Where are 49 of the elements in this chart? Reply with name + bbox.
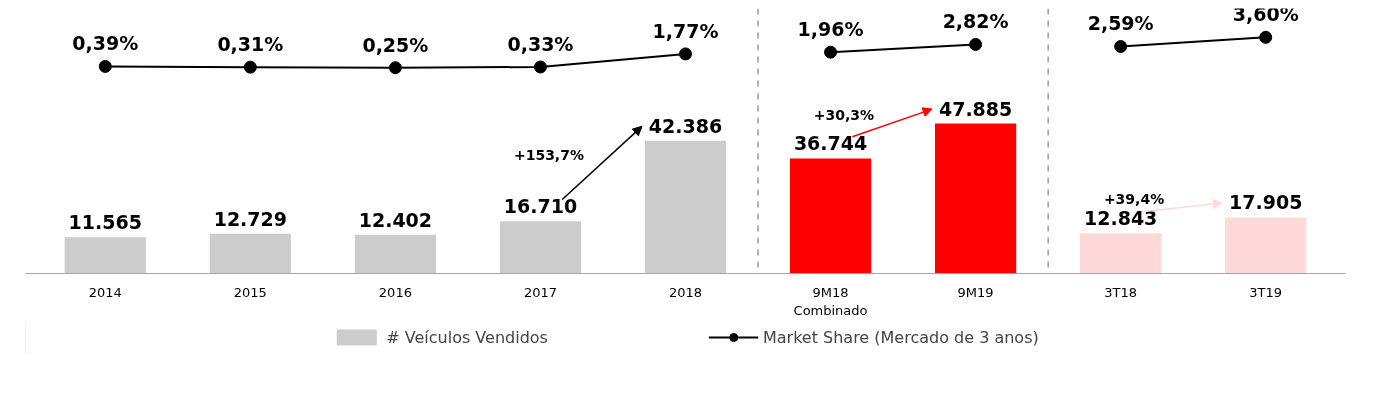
point — [98, 59, 112, 73]
x-tick-label: 9M19 — [957, 284, 994, 300]
point — [824, 45, 838, 59]
x-tick-label: 3T19 — [1249, 284, 1283, 300]
point — [533, 60, 547, 74]
data-label: 0,25% — [362, 33, 429, 56]
data-label: 16.710 — [503, 195, 578, 218]
point — [1259, 30, 1273, 44]
annotation: +153,7% — [513, 146, 584, 163]
data-label: 2,82% — [942, 10, 1009, 33]
bar — [499, 221, 582, 274]
bar — [934, 123, 1017, 274]
x-tick-label: 2014 — [88, 284, 122, 300]
data-label: 12.402 — [358, 208, 433, 231]
x-tick-label: 2018 — [668, 284, 703, 300]
x-tick-label: 3T18 — [1104, 284, 1138, 300]
bar — [354, 234, 437, 274]
data-label: 17.905 — [1229, 191, 1303, 214]
point — [1114, 40, 1128, 53]
data-label: 0,33% — [507, 32, 574, 55]
x-tick-label: 2015 — [233, 284, 267, 300]
point — [679, 47, 692, 61]
text: +30,3% — [813, 106, 875, 123]
bar — [789, 158, 872, 274]
data-label: 2,59% — [1087, 12, 1154, 35]
data-label: 11.565 — [68, 211, 142, 234]
bar — [64, 237, 146, 274]
data-label: 12.729 — [213, 207, 287, 230]
legend-label: Market Share (Mercado de 3 anos) — [762, 327, 1039, 347]
bar — [644, 140, 727, 274]
point — [969, 37, 983, 51]
data-label: 12.843 — [1084, 207, 1158, 230]
x-tick-label: 2017 — [523, 284, 557, 300]
point — [243, 60, 257, 74]
data-label: 42.386 — [648, 114, 723, 137]
data-label: 1,96% — [797, 18, 864, 41]
legend-label: # Veículos Vendidos — [386, 327, 548, 347]
bar — [1080, 233, 1162, 274]
x-tick-label: 2016 — [378, 284, 412, 300]
data-label: 1,77% — [652, 19, 719, 42]
data-label: 0,39% — [72, 32, 139, 55]
annotation: +39,4% — [1103, 191, 1165, 208]
bar — [1225, 217, 1307, 274]
x-tick-label: 9M18 Combinado — [793, 284, 868, 318]
data-label: 47.885 — [938, 97, 1013, 120]
data-label: 36.744 — [793, 132, 868, 155]
point — [388, 61, 402, 75]
data-label: 0,31% — [217, 33, 284, 56]
bar — [209, 233, 291, 274]
